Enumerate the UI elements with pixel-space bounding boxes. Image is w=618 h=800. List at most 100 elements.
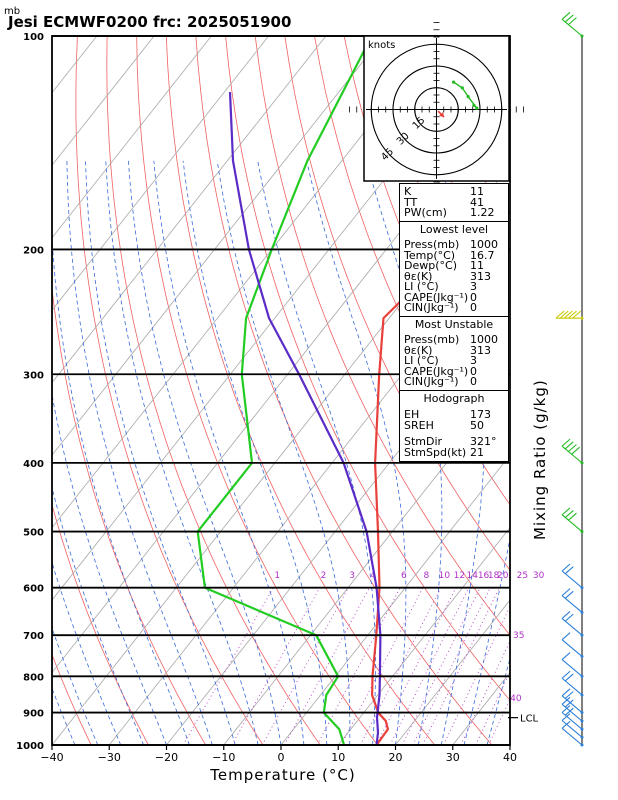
moist-adiabat — [105, 160, 259, 745]
isotherm — [108, 237, 510, 745]
wind-barb — [561, 11, 584, 38]
wind-barb-flag — [564, 566, 574, 575]
dry-adiabat — [611, 36, 618, 745]
mixing-ratio-line — [375, 587, 457, 745]
indices-panel: K 11 TT 41 PW(cm) 1.22 Lowest level Press(mb)… — [399, 183, 509, 462]
mixing-ratio-line — [359, 587, 442, 745]
wind-barb — [561, 652, 584, 678]
index-row: CIN(Jkg⁻¹) 0 — [404, 375, 504, 388]
pressure-tick-label: 1000 — [16, 741, 44, 752]
isotherm — [52, 36, 384, 456]
moist-adiabat — [366, 160, 443, 745]
dry-adiabat — [491, 36, 510, 86]
moist-adiabat — [306, 160, 407, 745]
wind-barb-flag — [564, 613, 574, 622]
mixing-ratio-axis-label: Mixing Ratio (g/kg) — [531, 379, 549, 540]
wind-barb — [561, 720, 584, 747]
mixing-ratio-line — [284, 587, 370, 745]
hodograph-point — [466, 95, 470, 99]
wind-barb-flag — [564, 441, 574, 450]
index-value: 1000 — [470, 238, 498, 251]
x-tick-label: 40 — [503, 751, 517, 764]
moist-adiabat — [52, 626, 99, 745]
index-value: 41 — [470, 195, 484, 209]
index-label: StmDir — [404, 435, 443, 448]
dry-adiabat — [75, 36, 264, 745]
wind-barb-shaft — [561, 712, 583, 730]
wind-barb — [561, 713, 584, 739]
wind-barbs — [555, 11, 584, 747]
wind-barb-flag — [564, 590, 574, 599]
hodograph-point — [472, 103, 476, 107]
wind-barb-flag — [571, 446, 581, 455]
isotherm — [52, 36, 212, 239]
index-label: LI (°C) — [404, 280, 439, 293]
index-value: 21 — [470, 445, 484, 459]
lowest-level-title: Lowest level — [419, 222, 489, 236]
isotherm — [567, 36, 618, 745]
pressure-tick-label: 900 — [23, 709, 44, 720]
index-value: 11 — [470, 185, 484, 198]
pressure-tick-label: 300 — [23, 370, 44, 381]
wind-barb-flag — [561, 713, 571, 721]
index-label: CIN(Jkg⁻¹) — [404, 375, 459, 388]
wind-barb-base — [580, 530, 584, 534]
pressure-tick-label: 200 — [23, 245, 44, 256]
dry-adiabat — [552, 36, 618, 745]
wind-barb-flag — [564, 707, 574, 716]
mixing-ratio-label: 25 — [517, 571, 528, 581]
mixing-ratio-label: 20 — [497, 571, 509, 581]
isotherm — [337, 526, 510, 745]
background-grid — [52, 36, 618, 745]
hodograph-point — [452, 80, 456, 84]
wind-barb-flag — [555, 310, 565, 319]
hodograph-point — [460, 86, 464, 90]
index-value: 313 — [470, 269, 491, 283]
wind-barb-flag — [568, 512, 577, 521]
wind-barb-shaft — [561, 639, 583, 657]
index-label: SREH — [404, 418, 434, 432]
isotherm — [52, 36, 269, 311]
wind-barb-base — [580, 610, 584, 614]
wind-barb-base — [580, 735, 584, 739]
index-row: SREH 50 — [404, 418, 504, 432]
index-row: LI (°C) 3 — [404, 280, 504, 293]
index-row: CAPE(Jkg⁻¹) 0 — [404, 290, 504, 304]
wind-barb-flag — [561, 611, 571, 619]
mixing-ratio-line — [475, 670, 510, 745]
index-row: Press(mb) 1000 — [404, 334, 504, 346]
index-label: K — [404, 185, 412, 198]
moist-adiabat — [52, 392, 167, 745]
moist-adiabat — [153, 160, 305, 745]
mixing-ratio-label: 2 — [321, 571, 327, 581]
isotherm — [52, 164, 510, 745]
moist-adiabat — [52, 687, 76, 745]
wind-barb — [561, 507, 584, 534]
moist-adiabat — [128, 160, 282, 745]
isotherm — [280, 454, 510, 745]
mixing-ratio-line — [340, 587, 424, 745]
index-value: 0 — [470, 290, 477, 304]
wind-barb-flag — [564, 14, 574, 23]
index-row: LI (°C) 3 — [404, 355, 504, 367]
wind-barb-flag — [561, 563, 571, 572]
index-value: 16.7 — [470, 248, 495, 262]
index-label: StmSpd(kt) — [404, 445, 467, 459]
lcl-label: LCL — [520, 714, 539, 725]
wind-barb — [561, 705, 584, 731]
mixing-ratio-label: 4 — [370, 571, 376, 581]
wind-barb-flag — [561, 696, 571, 705]
wind-barb-shaft — [561, 595, 583, 613]
wind-barb — [561, 438, 584, 465]
index-label: PW(cm) — [404, 206, 447, 219]
pressure-tick-label: 600 — [23, 584, 44, 595]
x-tick-label: −30 — [98, 751, 121, 764]
wind-barb-flag — [559, 310, 569, 319]
mixing-ratio-label: 8 — [424, 571, 430, 581]
mixing-ratio-label: 18 — [488, 571, 500, 581]
index-value: 313 — [470, 343, 491, 357]
index-value: 0 — [470, 301, 477, 314]
index-label: Press(mb) — [404, 238, 460, 251]
wind-barb-base — [580, 719, 584, 723]
indices-block-general: K 11 TT 41 PW(cm) 1.22 — [399, 183, 509, 222]
